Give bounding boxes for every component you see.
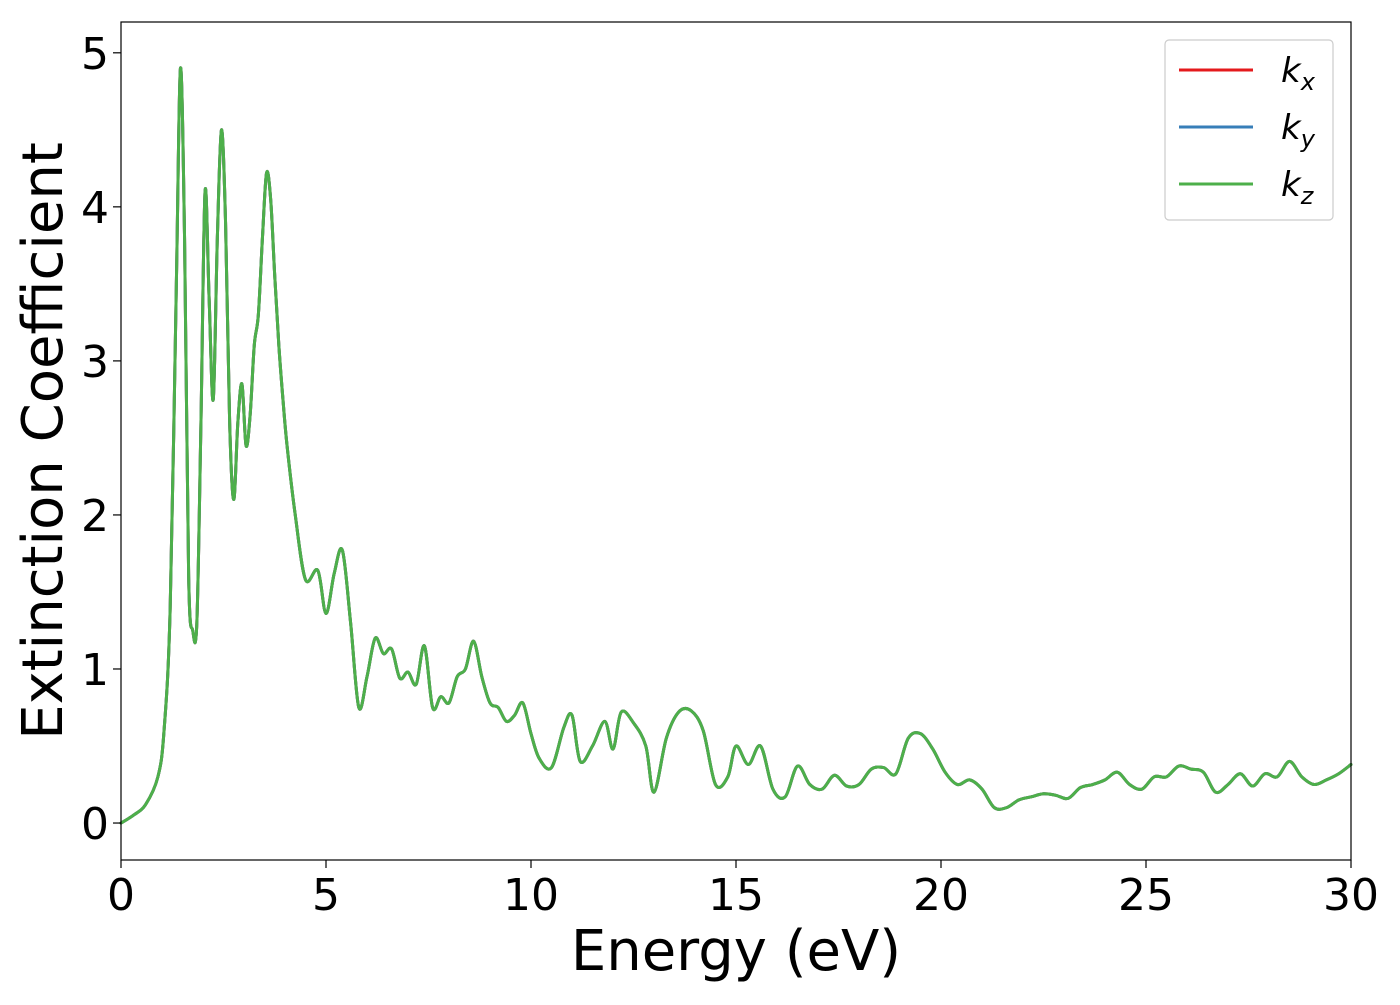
legend-label-main: k <box>1281 165 1302 205</box>
x-tick-label: 25 <box>1118 870 1174 921</box>
y-tick-label: 0 <box>81 799 109 850</box>
y-tick-label: 3 <box>81 337 109 388</box>
legend-label-main: k <box>1281 108 1302 148</box>
x-tick-label: 30 <box>1323 870 1379 921</box>
x-axis: 0 5 10 15 20 25 30 <box>107 860 1379 921</box>
y-axis: 0 1 2 3 4 5 <box>81 29 121 850</box>
x-tick-label: 5 <box>312 870 340 921</box>
x-tick-label: 20 <box>913 870 969 921</box>
plot-area <box>119 66 1353 825</box>
plot-background <box>121 22 1351 860</box>
y-tick-label: 1 <box>81 645 109 696</box>
legend-label-kz: kz <box>1281 165 1315 210</box>
y-tick-label: 2 <box>81 491 109 542</box>
series-line-kz <box>119 66 1353 825</box>
y-tick-label: 5 <box>81 29 109 80</box>
legend-label-kx: kx <box>1281 51 1316 96</box>
x-axis-title: Energy (eV) <box>571 919 901 984</box>
legend-box <box>1164 39 1334 221</box>
legend-label-ky: ky <box>1281 108 1316 153</box>
legend-label-subscript: z <box>1300 182 1315 210</box>
x-tick-label: 0 <box>107 870 135 921</box>
x-tick-label: 10 <box>503 870 559 921</box>
legend-label-subscript: x <box>1300 68 1316 96</box>
legend-label-main: k <box>1281 51 1302 91</box>
x-tick-label: 15 <box>708 870 764 921</box>
legend-label-subscript: y <box>1300 125 1316 153</box>
y-axis-title: Extinction Coefficient <box>11 142 76 740</box>
y-tick-label: 4 <box>81 183 109 234</box>
